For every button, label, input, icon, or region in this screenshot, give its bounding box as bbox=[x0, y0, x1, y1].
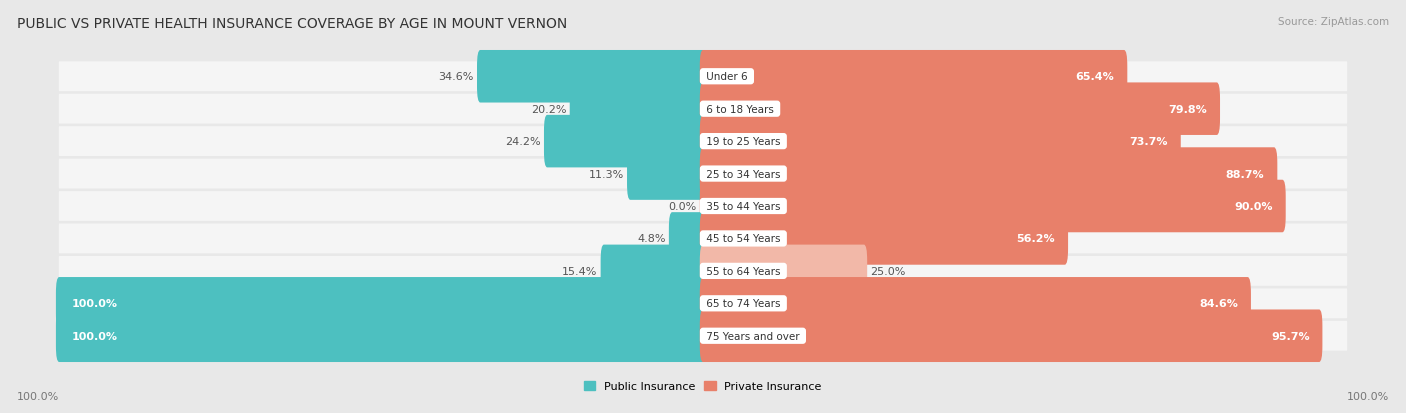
Text: 11.3%: 11.3% bbox=[589, 169, 624, 179]
FancyBboxPatch shape bbox=[627, 148, 706, 200]
FancyBboxPatch shape bbox=[700, 245, 868, 297]
Text: 56.2%: 56.2% bbox=[1017, 234, 1054, 244]
Text: 25 to 34 Years: 25 to 34 Years bbox=[703, 169, 783, 179]
Text: 0.0%: 0.0% bbox=[668, 202, 696, 211]
Text: 15.4%: 15.4% bbox=[562, 266, 598, 276]
Text: 100.0%: 100.0% bbox=[72, 299, 118, 309]
FancyBboxPatch shape bbox=[700, 310, 1323, 362]
FancyBboxPatch shape bbox=[700, 278, 1251, 330]
FancyBboxPatch shape bbox=[700, 180, 1285, 233]
Text: 100.0%: 100.0% bbox=[1347, 391, 1389, 401]
Text: 25.0%: 25.0% bbox=[870, 266, 905, 276]
Text: 6 to 18 Years: 6 to 18 Years bbox=[703, 104, 778, 114]
Text: 84.6%: 84.6% bbox=[1199, 299, 1239, 309]
FancyBboxPatch shape bbox=[59, 159, 1347, 189]
Text: 35 to 44 Years: 35 to 44 Years bbox=[703, 202, 783, 211]
FancyBboxPatch shape bbox=[700, 213, 1069, 265]
FancyBboxPatch shape bbox=[59, 62, 1347, 92]
Text: Under 6: Under 6 bbox=[703, 72, 751, 82]
FancyBboxPatch shape bbox=[59, 95, 1347, 124]
FancyBboxPatch shape bbox=[59, 127, 1347, 157]
Legend: Public Insurance, Private Insurance: Public Insurance, Private Insurance bbox=[579, 376, 827, 396]
FancyBboxPatch shape bbox=[669, 213, 706, 265]
Text: 90.0%: 90.0% bbox=[1234, 202, 1272, 211]
Text: 65 to 74 Years: 65 to 74 Years bbox=[703, 299, 783, 309]
Text: 79.8%: 79.8% bbox=[1168, 104, 1208, 114]
Text: 20.2%: 20.2% bbox=[531, 104, 567, 114]
Text: 65.4%: 65.4% bbox=[1076, 72, 1115, 82]
FancyBboxPatch shape bbox=[700, 116, 1181, 168]
FancyBboxPatch shape bbox=[59, 224, 1347, 254]
FancyBboxPatch shape bbox=[700, 83, 1220, 135]
Text: 19 to 25 Years: 19 to 25 Years bbox=[703, 137, 783, 147]
FancyBboxPatch shape bbox=[59, 192, 1347, 221]
Text: 55 to 64 Years: 55 to 64 Years bbox=[703, 266, 783, 276]
Text: 100.0%: 100.0% bbox=[17, 391, 59, 401]
Text: PUBLIC VS PRIVATE HEALTH INSURANCE COVERAGE BY AGE IN MOUNT VERNON: PUBLIC VS PRIVATE HEALTH INSURANCE COVER… bbox=[17, 17, 567, 31]
Text: 4.8%: 4.8% bbox=[637, 234, 665, 244]
FancyBboxPatch shape bbox=[59, 321, 1347, 351]
Text: 100.0%: 100.0% bbox=[72, 331, 118, 341]
FancyBboxPatch shape bbox=[59, 289, 1347, 318]
FancyBboxPatch shape bbox=[544, 116, 706, 168]
FancyBboxPatch shape bbox=[569, 83, 706, 135]
FancyBboxPatch shape bbox=[56, 310, 706, 362]
FancyBboxPatch shape bbox=[56, 278, 706, 330]
Text: 73.7%: 73.7% bbox=[1129, 137, 1168, 147]
Text: 95.7%: 95.7% bbox=[1271, 331, 1309, 341]
Text: 24.2%: 24.2% bbox=[505, 137, 541, 147]
Text: 88.7%: 88.7% bbox=[1226, 169, 1264, 179]
Text: Source: ZipAtlas.com: Source: ZipAtlas.com bbox=[1278, 17, 1389, 26]
Text: 45 to 54 Years: 45 to 54 Years bbox=[703, 234, 783, 244]
Text: 75 Years and over: 75 Years and over bbox=[703, 331, 803, 341]
FancyBboxPatch shape bbox=[59, 256, 1347, 286]
FancyBboxPatch shape bbox=[700, 51, 1128, 103]
FancyBboxPatch shape bbox=[600, 245, 706, 297]
FancyBboxPatch shape bbox=[700, 148, 1277, 200]
Text: 34.6%: 34.6% bbox=[439, 72, 474, 82]
FancyBboxPatch shape bbox=[477, 51, 706, 103]
